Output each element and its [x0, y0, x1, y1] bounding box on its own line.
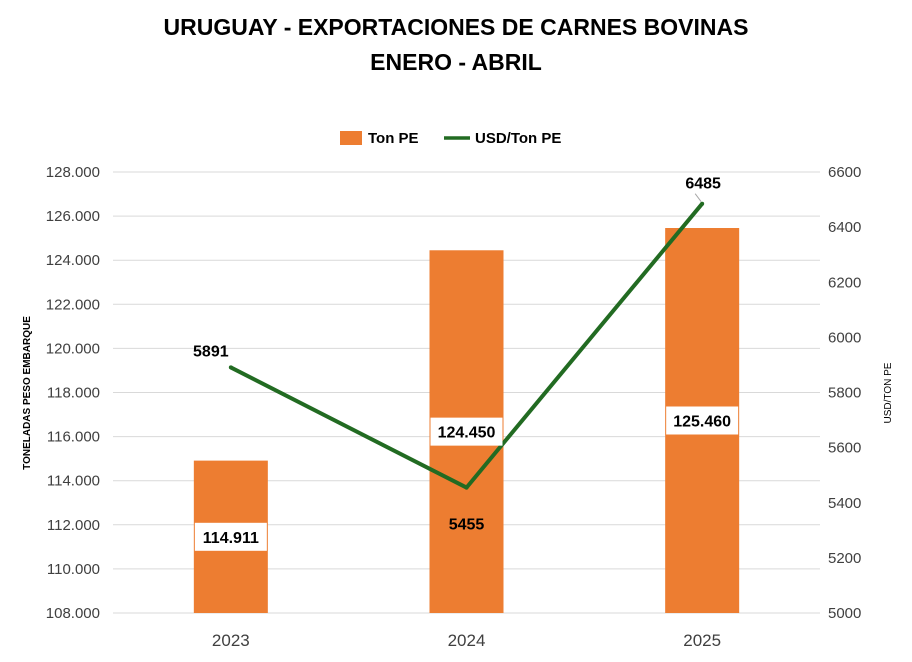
left-tick-label: 120.000 [46, 340, 100, 357]
bar-data-label-2025: 125.460 [673, 414, 731, 431]
left-tick-label: 114.000 [47, 473, 100, 490]
category-label-2024: 2024 [448, 631, 486, 650]
legend: Ton PE USD/Ton PE [340, 130, 561, 147]
left-tick-label: 112.000 [47, 517, 100, 534]
line-label-leader [694, 193, 702, 202]
left-tick-label: 128.000 [46, 164, 100, 181]
legend-label-ton-pe: Ton PE [368, 130, 419, 147]
line-point-2024 [464, 485, 469, 490]
left-tick-label: 118.000 [47, 385, 100, 402]
left-tick-label: 124.000 [46, 252, 100, 269]
left-tick-label: 116.000 [47, 429, 100, 446]
legend-label-usd-ton-pe: USD/Ton PE [475, 130, 561, 147]
right-tick-label: 5400 [828, 495, 861, 512]
right-tick-label: 5200 [828, 550, 861, 567]
category-axis-ticks: 2023 2024 2025 [212, 631, 721, 650]
bar-data-label-2024: 124.450 [438, 425, 496, 442]
right-tick-label: 6000 [828, 329, 861, 346]
category-label-2025: 2025 [683, 631, 721, 650]
right-tick-label: 5800 [828, 385, 861, 402]
bar-data-label-box [194, 522, 267, 551]
bar-data-label-box [666, 406, 739, 435]
bar-data-label-2023: 114.911 [203, 530, 259, 547]
legend-swatch-ton-pe [340, 131, 362, 145]
chart-title: URUGUAY - EXPORTACIONES DE CARNES BOVINA… [164, 14, 749, 40]
right-tick-label: 6600 [828, 164, 861, 181]
bar-data-label-group: 125.460 [666, 406, 739, 435]
left-tick-label: 126.000 [46, 208, 100, 225]
line-point-2025 [700, 201, 705, 206]
chart-subtitle: ENERO - ABRIL [370, 49, 542, 75]
right-tick-label: 5600 [828, 440, 861, 457]
right-tick-label: 5000 [828, 605, 861, 622]
right-axis-title: USD/TON PE [883, 362, 894, 423]
line-series [228, 201, 705, 490]
bar-data-label-group: 114.911 [194, 522, 267, 551]
right-axis-ticks: 5000 5200 5400 5600 5800 6000 6200 6400 6600 [828, 164, 861, 622]
line-data-label-2023: 5891 [193, 343, 229, 360]
left-tick-label: 122.000 [46, 296, 100, 313]
left-axis-title: TONELADAS PESO EMBARQUE [22, 316, 33, 470]
bar-data-label-box [430, 417, 503, 446]
left-axis-ticks: 108.000 110.000 112.000 114.000 116.000 118.0… [46, 164, 100, 622]
right-tick-label: 6200 [828, 274, 861, 291]
line-data-label-2024: 5455 [449, 517, 485, 534]
line-data-label-2025: 6485 [685, 176, 721, 193]
line-point-2023 [228, 365, 233, 370]
left-tick-label: 110.000 [47, 561, 100, 578]
bar-data-label-group: 124.450 [430, 417, 503, 446]
data-labels: 114.911 124.450 125.460 5891 5455 6485 [193, 176, 739, 551]
left-tick-label: 108.000 [46, 605, 100, 622]
category-label-2023: 2023 [212, 631, 250, 650]
right-tick-label: 6400 [828, 219, 861, 236]
